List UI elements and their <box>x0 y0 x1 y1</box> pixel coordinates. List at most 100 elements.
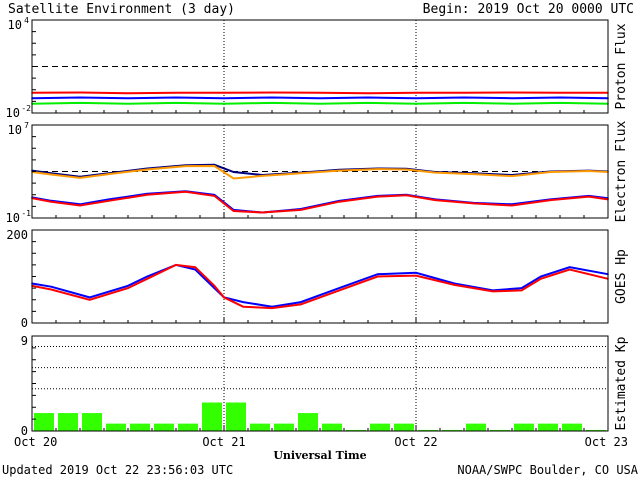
kp-bar <box>130 423 150 431</box>
x-axis-title: Universal Time <box>273 449 366 462</box>
proton-point-blue <box>367 96 369 99</box>
electron-point-orange <box>338 169 341 172</box>
kp-bar <box>586 429 606 431</box>
kp-bar <box>466 423 486 431</box>
proton-point-green <box>511 102 513 105</box>
electron-point-orange <box>50 173 52 176</box>
proton-point-red <box>127 92 129 94</box>
x-tick-label: Oct 23 <box>585 435 628 449</box>
electron-point-orange <box>146 168 148 171</box>
kp-bar <box>514 423 534 431</box>
electron-point-red <box>300 209 302 211</box>
goes_hp-point-red <box>453 284 456 286</box>
electron-point-red <box>213 195 216 197</box>
electron-y-tick-top-label: 10 <box>8 123 22 137</box>
electron-point-red <box>79 204 81 207</box>
goes_hp-y-tick-top-label: 200 <box>6 228 28 242</box>
electron-y-tick-bottom-label: 10 <box>6 211 20 225</box>
proton-point-blue <box>223 97 225 100</box>
electron-point-orange <box>511 175 513 177</box>
electron-point-red <box>405 194 408 197</box>
proton-point-blue <box>463 96 465 99</box>
kp-bar <box>562 423 582 431</box>
goes_hp-frame <box>31 229 609 324</box>
goes_hp-y-axis-label: GOES Hp <box>614 249 629 304</box>
electron-point-navy <box>232 171 235 173</box>
goes_hp-point-red <box>175 264 177 266</box>
goes_hp-point-blue <box>520 287 523 289</box>
goes_hp-point-red <box>194 266 196 269</box>
goes_hp-point-blue <box>540 275 542 278</box>
goes_hp-point-red <box>223 296 225 299</box>
updated-label: Updated 2019 Oct 22 23:56:03 UTC <box>2 463 233 477</box>
proton-point-green <box>559 102 561 104</box>
electron-point-orange <box>376 168 379 170</box>
proton-point-red <box>79 91 81 94</box>
electron-point-orange <box>549 171 552 173</box>
proton-point-blue <box>511 97 513 100</box>
proton-y-tick-bottom-label: 10 <box>6 106 20 120</box>
proton-point-blue <box>271 96 273 99</box>
goes_hp-point-red <box>146 278 148 280</box>
proton-point-blue <box>559 96 561 99</box>
goes_hp-panel: 200 0 GOES Hp <box>6 228 629 330</box>
goes_hp-point-red <box>50 288 52 291</box>
goes_hp-series-blue <box>31 263 609 308</box>
proton-point-red <box>415 92 417 94</box>
kp-y-axis-label: Estimated Kp <box>614 336 629 430</box>
proton-point-green <box>223 102 225 105</box>
electron-y-axis-label: Electron Flux <box>614 120 629 222</box>
proton-point-red <box>463 92 465 94</box>
kp-bar <box>442 429 462 431</box>
goes_hp-point-red <box>300 303 302 306</box>
electron-point-red <box>376 195 379 198</box>
proton-point-blue <box>127 97 129 100</box>
electron-series-orange <box>31 164 609 180</box>
proton-y-tick-bottom-exponent: -2 <box>21 104 31 113</box>
proton-point-red <box>223 92 225 94</box>
proton-point-green <box>271 102 273 104</box>
electron-point-orange <box>405 168 408 171</box>
proton-panel: 10 410 -2 Proton Flux <box>6 16 629 120</box>
goes_hp-point-red <box>213 285 216 287</box>
electron-point-red <box>261 211 264 214</box>
goes_hp-series-red <box>31 263 609 310</box>
electron-point-red <box>108 200 110 202</box>
proton-point-blue <box>319 97 321 100</box>
goes_hp-point-blue <box>568 266 571 269</box>
goes_hp-point-red <box>88 298 91 301</box>
kp-y-tick-bottom-label: 0 <box>21 424 28 438</box>
kp-bar <box>82 413 102 431</box>
goes_hp-point-blue <box>88 296 91 299</box>
proton-y-axis-label: Proton Flux <box>614 23 629 109</box>
electron-point-red <box>338 200 341 203</box>
goes_hp-point-blue <box>194 268 196 271</box>
kp-bar <box>394 423 414 431</box>
proton-point-green <box>175 102 177 104</box>
kp-bar <box>154 423 174 431</box>
electron-point-red <box>511 204 513 207</box>
kp-panel: 9 0 Estimated Kp <box>21 334 629 438</box>
proton-point-red <box>559 92 561 94</box>
electron-point-orange <box>300 172 302 175</box>
electron-y-tick-top-exponent: 7 <box>24 121 29 130</box>
electron-point-orange <box>434 171 437 174</box>
kp-bar <box>58 413 78 431</box>
goes_hp-point-blue <box>127 285 129 287</box>
electron-point-red <box>232 210 235 212</box>
electron-point-red <box>184 190 187 193</box>
proton-point-red <box>271 91 273 94</box>
proton-point-blue <box>175 96 177 99</box>
goes_hp-point-red <box>376 275 379 278</box>
proton-point-green <box>319 102 321 105</box>
electron-point-orange <box>261 175 264 177</box>
electron-point-orange <box>472 173 475 175</box>
begin-label: Begin: 2019 Oct 20 0000 UTC <box>423 2 634 17</box>
electron-point-orange <box>588 170 590 172</box>
proton-point-blue <box>79 96 81 99</box>
kp-bar <box>178 423 198 431</box>
goes_hp-point-red <box>520 289 523 292</box>
kp-bar <box>298 413 318 431</box>
electron-y-tick-bottom-exponent: -1 <box>21 209 31 218</box>
